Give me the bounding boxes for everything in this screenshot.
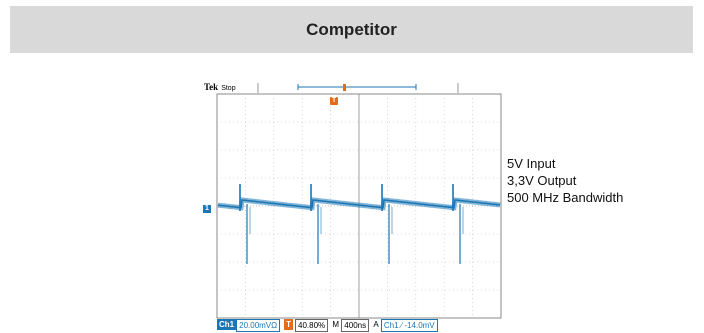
test-conditions: 5V Input 3,3V Output 500 MHz Bandwidth [507, 155, 623, 206]
acquisition-mode: Stop [221, 85, 236, 92]
time-per-div: 400ns [341, 319, 370, 332]
acq-prefix: A [373, 320, 379, 329]
trigger-source-label: Ch1 [383, 321, 399, 330]
time-prefix: M [332, 320, 340, 329]
brand-label: Tek [204, 82, 219, 92]
note-output: 3,3V Output [507, 173, 577, 188]
scope-graticule [216, 83, 502, 319]
volts-per-div: 20.00mVΩ [236, 319, 281, 332]
trigger-position-icon: T [330, 97, 338, 105]
scope-brand: Tek Stop [204, 82, 236, 92]
trigger-slope-icon: ∕ [400, 321, 403, 330]
trigger-position: 40.80% [295, 319, 329, 332]
page-title: Competitor [306, 19, 397, 39]
note-bandwidth: 500 MHz Bandwidth [507, 190, 624, 205]
header-bar: Competitor [10, 6, 693, 53]
channel-tag: Ch1 [217, 319, 237, 330]
channel1-ground-icon: 1 [203, 205, 211, 213]
note-input: 5V Input [507, 156, 556, 171]
oscilloscope-screenshot: Tek Stop T 1 Ch1 20.00mVΩ T 40.80% M 400ns A… [202, 79, 502, 333]
scope-status-bar: Ch1 20.00mVΩ T 40.80% M 400ns A Ch1 ∕ -14.0… [217, 319, 502, 332]
trigger-icon: T [284, 319, 294, 330]
trigger-source: Ch1 ∕ -14.0mV [380, 319, 438, 332]
trigger-level: -14.0mV [404, 321, 435, 330]
